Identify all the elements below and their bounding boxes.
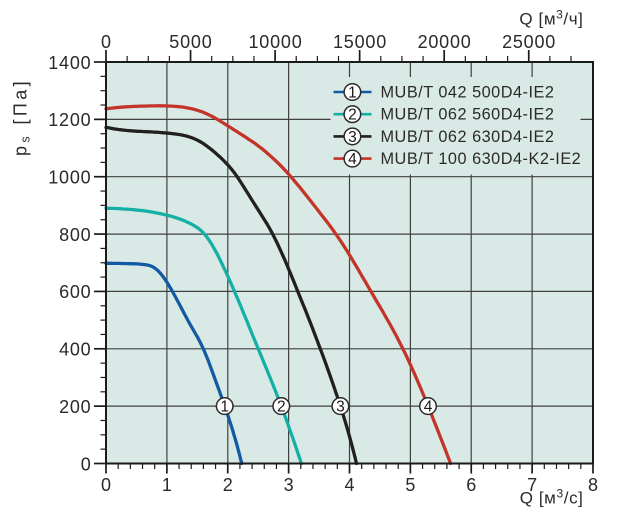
svg-text:1200: 1200 bbox=[48, 110, 91, 130]
svg-text:15000: 15000 bbox=[333, 32, 387, 52]
svg-text:4: 4 bbox=[424, 399, 433, 416]
svg-text:10000: 10000 bbox=[248, 32, 302, 52]
svg-text:25000: 25000 bbox=[502, 32, 556, 52]
svg-text:1: 1 bbox=[220, 399, 229, 416]
svg-text:1400: 1400 bbox=[48, 53, 91, 73]
svg-text:400: 400 bbox=[59, 340, 91, 360]
svg-text:ps [Па]: ps [Па] bbox=[11, 78, 33, 156]
svg-text:0: 0 bbox=[101, 475, 112, 495]
svg-text:1000: 1000 bbox=[48, 168, 91, 188]
svg-text:200: 200 bbox=[59, 397, 91, 417]
svg-text:20000: 20000 bbox=[418, 32, 472, 52]
svg-text:1: 1 bbox=[348, 84, 357, 101]
svg-text:4: 4 bbox=[344, 475, 355, 495]
svg-text:MUB/T 100 630D4-K2-IE2: MUB/T 100 630D4-K2-IE2 bbox=[381, 150, 582, 168]
svg-text:MUB/T 062 630D4-IE2: MUB/T 062 630D4-IE2 bbox=[381, 128, 555, 146]
svg-text:3: 3 bbox=[348, 129, 357, 146]
svg-text:0: 0 bbox=[101, 32, 112, 52]
svg-text:800: 800 bbox=[59, 225, 91, 245]
svg-text:600: 600 bbox=[59, 282, 91, 302]
svg-text:MUB/T 062 560D4-IE2: MUB/T 062 560D4-IE2 bbox=[381, 106, 555, 124]
svg-text:8: 8 bbox=[588, 475, 599, 495]
svg-text:1: 1 bbox=[162, 475, 173, 495]
svg-text:3: 3 bbox=[336, 399, 345, 416]
svg-text:3: 3 bbox=[284, 475, 295, 495]
svg-text:7: 7 bbox=[527, 475, 538, 495]
svg-text:Q [м3/с]: Q [м3/с] bbox=[520, 487, 584, 508]
svg-text:4: 4 bbox=[348, 151, 357, 168]
svg-text:6: 6 bbox=[466, 475, 477, 495]
svg-text:Q [м3/ч]: Q [м3/ч] bbox=[519, 8, 583, 29]
svg-text:2: 2 bbox=[277, 399, 286, 416]
svg-text:MUB/T 042 500D4-IE2: MUB/T 042 500D4-IE2 bbox=[381, 84, 555, 102]
svg-text:0: 0 bbox=[81, 454, 92, 474]
svg-text:2: 2 bbox=[348, 107, 357, 124]
svg-text:5000: 5000 bbox=[169, 32, 212, 52]
svg-text:5: 5 bbox=[405, 475, 416, 495]
svg-text:2: 2 bbox=[223, 475, 234, 495]
